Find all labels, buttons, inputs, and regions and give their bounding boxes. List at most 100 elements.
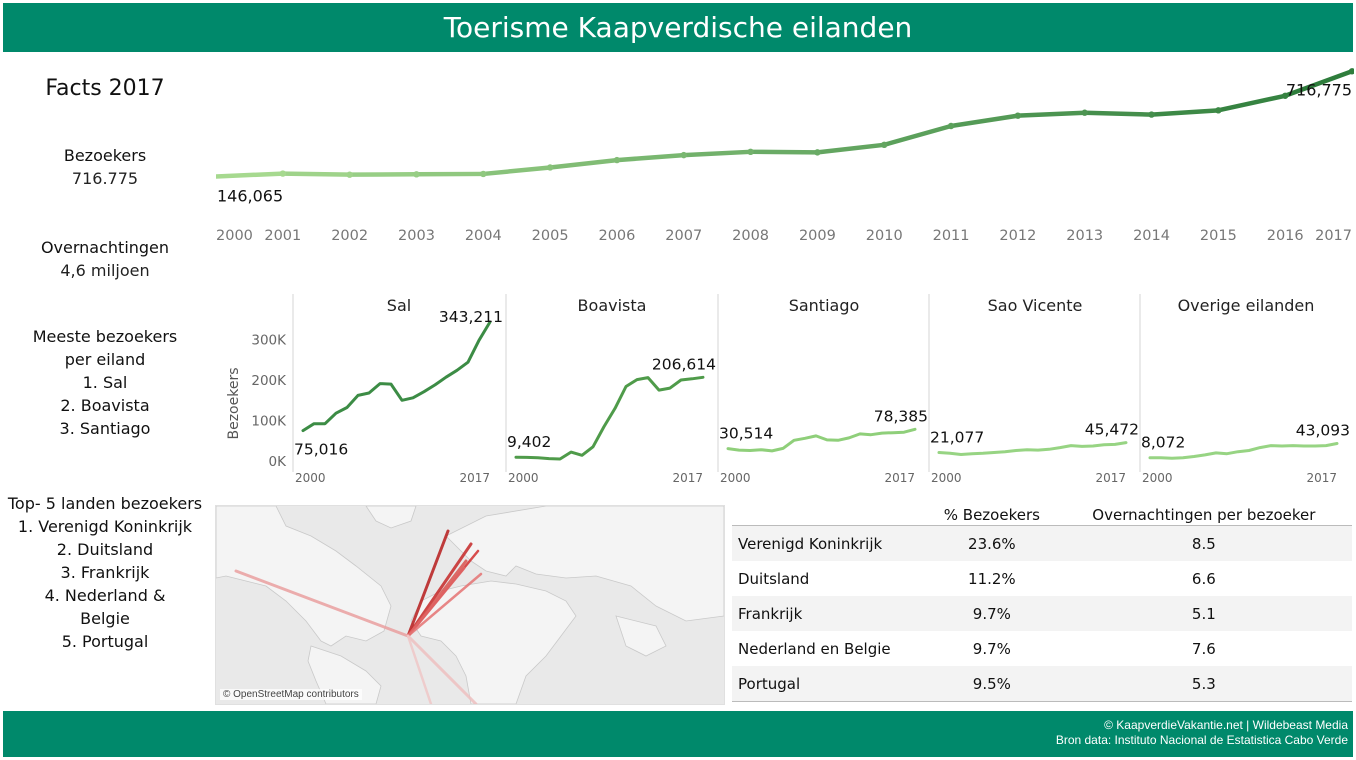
table-cell: Verenigd Koninkrijk (732, 525, 928, 561)
x-tick-label: 2006 (598, 228, 635, 244)
visitors-value: 716.775 (71, 169, 139, 188)
table-cell: 9.7% (972, 639, 1011, 658)
trend-line-segment (881, 123, 954, 148)
data-point (1081, 109, 1088, 116)
last-data-label: 78,385 (874, 407, 928, 425)
data-point (680, 151, 687, 159)
panel-title: Santiago (789, 296, 860, 315)
y-tick-label: 100K (251, 414, 287, 430)
first-data-label: 75,016 (294, 441, 348, 459)
table-row: Portugal 9.5% 5.3 (732, 666, 1352, 702)
trend-line-segment (948, 113, 1021, 129)
data-point (413, 171, 420, 178)
trend-line-segment (547, 157, 620, 170)
trend-line-segment (216, 171, 286, 179)
first-data-label: 8,072 (1141, 434, 1185, 452)
panel-title: Sao Vicente (988, 296, 1083, 315)
x-tick-label: 2000 (216, 228, 253, 244)
footer-source: Bron data: Instituto Nacional de Estatis… (1055, 733, 1348, 747)
x-tick-label: 2007 (665, 228, 702, 244)
island-visitors-charts: Bezoekers 0K 100K 200K 300K Sal 2000 2017 75,016… (226, 294, 1350, 485)
x-tick-label: 2012 (999, 228, 1036, 244)
page-header: Toerisme Kaapverdische eilanden (3, 3, 1353, 52)
column-header: % Bezoekers (928, 505, 1056, 526)
table-cell: 6.6 (1191, 569, 1216, 588)
data-point (1148, 111, 1155, 118)
first-data-label: 21,077 (930, 428, 984, 446)
x-tick-label: 2013 (1066, 228, 1103, 244)
facts-title: Facts 2017 (45, 76, 165, 101)
table-cell: Portugal (732, 666, 928, 702)
panel-title: Boavista (578, 296, 647, 315)
series-line (514, 375, 705, 461)
x-tick-label: 2002 (331, 228, 368, 244)
y-tick-label: 0K (269, 454, 288, 470)
data-point (1281, 92, 1289, 99)
x-tick-label: 2003 (398, 228, 435, 244)
panel-title: Sal (387, 296, 411, 315)
x-tick-label: 2017 (1306, 471, 1337, 485)
table-row: Frankrijk 9.7% 5.1 (732, 596, 1352, 631)
map-land (216, 506, 724, 704)
y-tick-label: 200K (251, 373, 287, 389)
table-cell: 5.1 (1055, 596, 1352, 631)
series-line (937, 441, 1128, 456)
panel-title: Overige eilanden (1178, 296, 1315, 315)
y-tick-label: 300K (251, 333, 287, 349)
x-tick-label: 2000 (508, 471, 539, 485)
island-rank-item: 3. Santiago (59, 419, 151, 438)
islands-label: Meeste bezoekers (32, 327, 178, 346)
nights-label: Overnachtingen (40, 238, 170, 257)
series-line (1148, 442, 1339, 460)
table-cell: Duitsland (738, 569, 810, 588)
visitors-fact: Bezoekers 716.775 (0, 144, 210, 190)
countries-fact: Top- 5 landen bezoekers 1. Verenigd Koni… (0, 492, 210, 653)
travel-route (406, 566, 466, 638)
data-point (613, 156, 621, 164)
x-tick-label: 2017 (1095, 471, 1126, 485)
trend-line-segment (1282, 69, 1354, 99)
map-canvas (216, 506, 724, 704)
data-point (881, 141, 888, 149)
data-point (1215, 107, 1222, 114)
visitors-trend-chart: 2000 2001 2002 2003 2004 2005 2006 2007 2008 2009… (216, 68, 1354, 244)
x-tick-label: 2000 (931, 471, 962, 485)
table-cell: Nederland en Belgie (738, 639, 891, 658)
data-point (279, 170, 287, 177)
x-tick-label: 2001 (264, 228, 301, 244)
trend-line-segment (1015, 110, 1087, 118)
x-tick-label: 2009 (799, 228, 836, 244)
table-cell: 5.3 (1055, 666, 1352, 702)
table-row: Nederland en Belgie 9.7% 7.6 (732, 631, 1352, 666)
x-tick-label: 2017 (1315, 228, 1352, 244)
trend-line-segment (481, 165, 553, 177)
data-point (1014, 112, 1022, 119)
table-cell: 11.2% (968, 569, 1016, 588)
country-rank-item: 4. Nederland & (44, 586, 166, 605)
trend-line-segment (614, 152, 687, 163)
table-header-row: % Bezoekers Overnachtingen per bezoeker (732, 505, 1352, 526)
last-data-label: 343,211 (439, 308, 503, 326)
x-tick-label: 2014 (1133, 228, 1170, 244)
last-data-label: 45,472 (1085, 421, 1139, 439)
country-rank-item: 5. Portugal (61, 632, 149, 651)
map-attribution: © OpenStreetMap contributors (220, 689, 362, 700)
nights-fact: Overnachtingen 4,6 miljoen (0, 236, 210, 282)
islands-fact: Meeste bezoekers per eiland 1. Sal 2. Bo… (0, 325, 210, 440)
page-footer: © KaapverdieVakantie.net | Wildebeast Me… (3, 711, 1353, 757)
first-data-label: 146,065 (217, 187, 283, 206)
data-point (947, 122, 955, 130)
last-data-label: 43,093 (1296, 422, 1350, 440)
origin-map[interactable]: © OpenStreetMap contributors (215, 505, 725, 705)
countries-label: Top- 5 landen bezoekers (7, 494, 203, 513)
data-point (546, 164, 554, 171)
x-tick-label: 2010 (866, 228, 903, 244)
x-tick-label: 2000 (1142, 471, 1173, 485)
table-cell: 9.5% (928, 666, 1056, 702)
x-tick-label: 2016 (1267, 228, 1304, 244)
column-header (732, 505, 928, 526)
trend-line-segment (815, 142, 887, 155)
x-tick-label: 2017 (459, 471, 490, 485)
column-header: Overnachtingen per bezoeker (1055, 505, 1352, 526)
x-tick-label: 2015 (1200, 228, 1237, 244)
